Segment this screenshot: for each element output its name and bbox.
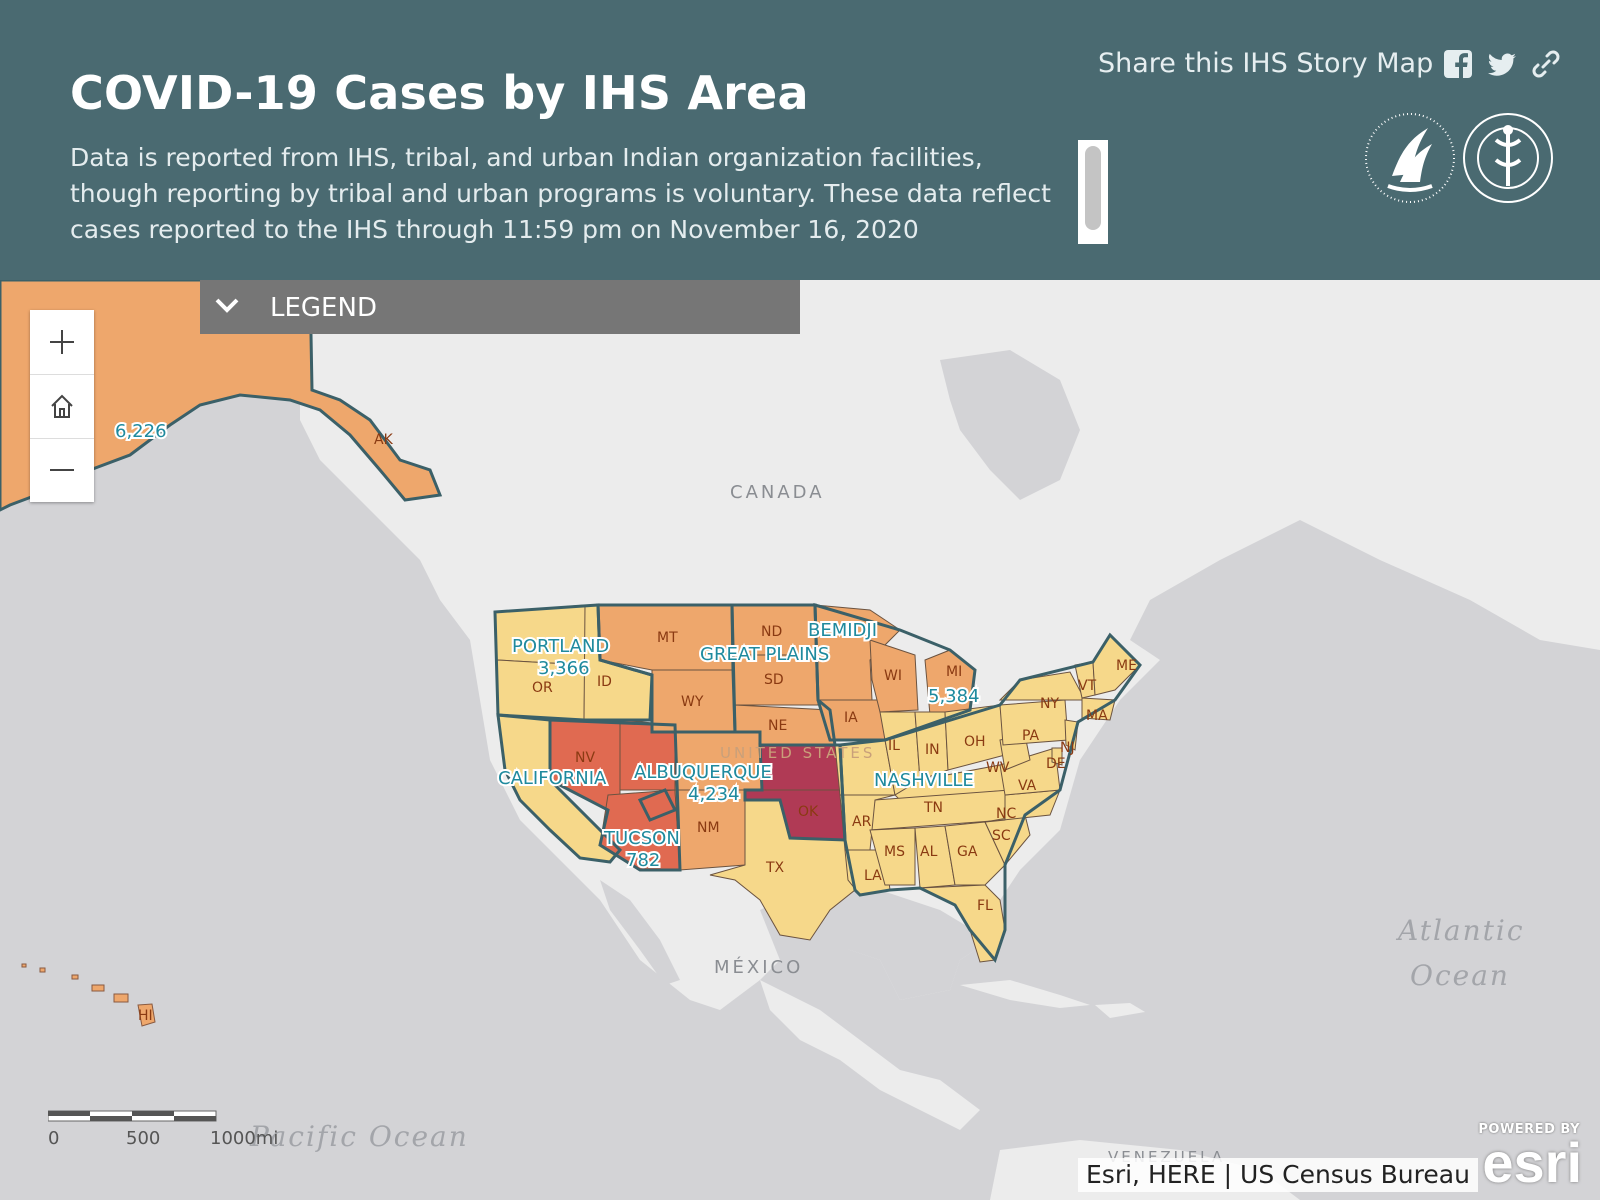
state-label-nj: NJ — [1060, 740, 1075, 756]
map-scalebar: 0 500 1000mi — [47, 1108, 278, 1149]
area-cases-bemidji: 5,384 — [928, 686, 980, 707]
state-label-tx: TX — [765, 860, 785, 876]
story-map-header: COVID-19 Cases by IHS Area Data is repor… — [0, 0, 1600, 280]
hudson-bay — [940, 350, 1080, 500]
state-label-mt: MT — [657, 630, 678, 646]
state-label-ga: GA — [957, 844, 978, 860]
state-label-nv: NV — [575, 750, 595, 766]
plus-icon — [50, 330, 74, 354]
state-label-vt: VT — [1078, 678, 1097, 694]
chevron-down-icon — [215, 298, 239, 313]
state-label-in: IN — [925, 742, 940, 758]
state-wi[interactable] — [869, 639, 919, 713]
label-mexico: MÉXICO — [714, 956, 803, 978]
state-hi[interactable] — [21, 963, 156, 1027]
state-ms[interactable] — [869, 827, 916, 886]
area-label-great-plains: GREAT PLAINS — [700, 644, 829, 665]
zoom-out-button[interactable] — [30, 438, 94, 502]
area-cases-albuquerque: 4,234 — [688, 784, 740, 805]
label-united-states: UNITED STATES — [720, 744, 875, 762]
scale-label-0: 0 — [48, 1128, 60, 1149]
state-label-oh: OH — [964, 734, 986, 750]
share-label: Share this IHS Story Map — [1098, 48, 1434, 79]
state-label-me: ME — [1116, 658, 1137, 674]
esri-logo[interactable]: POWERED BY esri — [1462, 1118, 1592, 1194]
label-atlantic-2: Ocean — [1410, 959, 1510, 992]
map-attribution: Esri, HERE | US Census Bureau — [1078, 1158, 1478, 1192]
minus-icon — [50, 469, 74, 471]
area-cases-tucson: 782 — [626, 850, 660, 871]
legend-toggle[interactable]: LEGEND — [200, 280, 800, 334]
state-label-nm: NM — [697, 820, 720, 836]
state-label-ok: OK — [798, 804, 819, 820]
hhs-ihs-seals-logo — [1365, 113, 1553, 203]
subtitle-scrollbar-thumb[interactable] — [1085, 146, 1101, 230]
state-ga[interactable] — [944, 821, 1006, 886]
state-label-fl: FL — [977, 898, 993, 914]
map-view[interactable]: CANADA UNITED STATES MÉXICO VENEZUELA At… — [0, 280, 1600, 1200]
state-label-ia: IA — [844, 710, 858, 726]
state-labels: AK HI OR ID MT WY ND SD NE WI MI IA IL I… — [138, 432, 1137, 1024]
state-label-tn: TN — [923, 800, 943, 816]
state-de[interactable] — [1051, 747, 1063, 766]
state-label-il: IL — [888, 738, 900, 754]
state-nj[interactable] — [1064, 719, 1079, 751]
area-label-california: CALIFORNIA — [498, 768, 607, 789]
state-label-al: AL — [920, 844, 938, 860]
home-icon — [51, 394, 73, 418]
state-label-hi: HI — [138, 1008, 153, 1024]
scale-label-500: 500 — [126, 1128, 161, 1149]
state-label-or: OR — [532, 680, 553, 696]
zoom-controls — [30, 310, 94, 502]
cuba-island — [960, 980, 1090, 1008]
scale-label-1000mi: 1000mi — [210, 1128, 279, 1149]
ihs-area-labels: PORTLAND 3,366 CALIFORNIA GREAT PLAINS B… — [113, 419, 982, 873]
hispaniola-island — [1095, 1003, 1145, 1018]
state-label-sc: SC — [992, 828, 1011, 844]
state-label-ak: AK — [374, 432, 394, 448]
state-label-de: DE — [1046, 756, 1066, 772]
state-label-pa: PA — [1022, 728, 1040, 744]
scalebar-graphic — [47, 1110, 217, 1122]
state-label-wi: WI — [884, 668, 902, 684]
area-label-portland: PORTLAND — [512, 636, 609, 657]
state-label-wv: WV — [986, 760, 1010, 776]
facebook-icon[interactable] — [1442, 48, 1474, 80]
state-label-ms: MS — [884, 844, 905, 860]
twitter-icon[interactable] — [1486, 48, 1518, 80]
state-label-ny: NY — [1040, 696, 1059, 712]
state-label-mi: MI — [946, 664, 962, 680]
label-canada: CANADA — [730, 482, 825, 503]
gulf-of-california — [600, 880, 680, 985]
link-icon[interactable] — [1530, 48, 1562, 80]
zoom-in-button[interactable] — [30, 310, 94, 375]
ihs-area-boundaries — [493, 602, 1142, 964]
area-label-bemidji: BEMIDJI — [808, 620, 877, 641]
label-pacific: Pacific Ocean — [249, 1120, 469, 1153]
state-label-la: LA — [864, 868, 882, 884]
state-label-nd: ND — [761, 624, 782, 640]
state-label-sd: SD — [764, 672, 784, 688]
page-title: COVID-19 Cases by IHS Area — [70, 66, 809, 120]
state-label-wy: WY — [681, 694, 704, 710]
state-label-id: ID — [597, 674, 612, 690]
central-america-landmass — [760, 980, 980, 1130]
legend-label: LEGEND — [270, 293, 377, 323]
home-button[interactable] — [30, 374, 94, 439]
area-label-albuquerque: ALBUQUERQUE — [634, 762, 772, 783]
esri-logo-prefix: POWERED BY — [1478, 1122, 1580, 1137]
state-label-ar: AR — [852, 814, 872, 830]
state-label-nc: NC — [996, 806, 1016, 822]
area-cases-portland: 3,366 — [538, 658, 590, 679]
area-label-tucson: TUCSON — [603, 828, 680, 849]
esri-logo-word: esri — [1482, 1131, 1582, 1194]
label-atlantic-1: Atlantic — [1395, 914, 1525, 947]
state-label-ne: NE — [768, 718, 787, 734]
area-label-nashville: NASHVILLE — [874, 770, 974, 791]
greenland-landmass — [1220, 280, 1600, 480]
page-subtitle: Data is reported from IHS, tribal, and u… — [70, 143, 1051, 244]
state-label-va: VA — [1018, 778, 1037, 794]
state-label-ma: MA — [1086, 708, 1108, 724]
area-cases-alaska: 6,226 — [115, 421, 167, 442]
